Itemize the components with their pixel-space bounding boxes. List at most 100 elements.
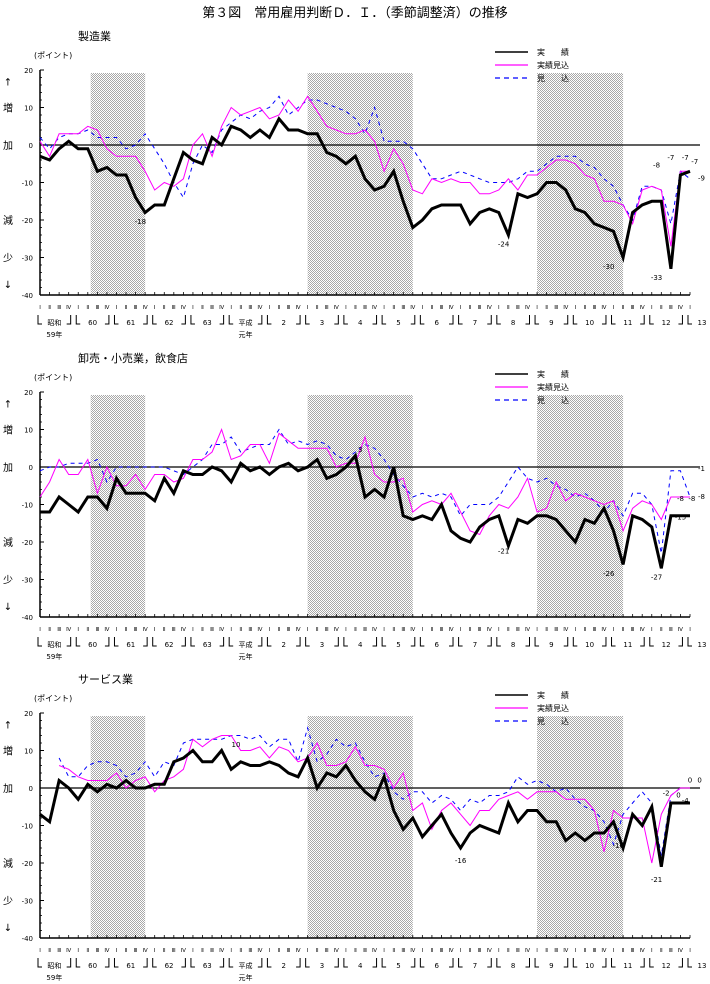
x-quarter-label: Ⅰ (116, 948, 118, 954)
x-year-label: 8 (511, 641, 515, 649)
year-bracket (228, 315, 263, 325)
x-quarter-label: Ⅱ (507, 305, 510, 311)
y-axis-unit: (ポイント) (34, 694, 72, 703)
year-bracket (496, 958, 530, 968)
x-quarter-label: Ⅲ (95, 627, 99, 633)
year-bracket (190, 637, 225, 647)
year-bracket (496, 637, 530, 647)
x-quarter-label: Ⅳ (487, 627, 493, 633)
year-bracket (458, 637, 492, 647)
x-quarter-label: Ⅰ (498, 627, 500, 633)
year-bracket (343, 637, 378, 647)
x-quarter-label: Ⅳ (372, 627, 378, 633)
x-year-label: 7 (473, 962, 477, 970)
x-year-label: 4 (358, 962, 363, 970)
x-quarter-label: Ⅲ (95, 305, 99, 311)
x-quarter-label: Ⅲ (363, 305, 367, 311)
x-year-sublabel: 59年 (46, 330, 62, 339)
x-quarter-label: Ⅰ (307, 948, 309, 954)
x-quarter-label: Ⅱ (507, 948, 510, 954)
x-quarter-label: Ⅰ (498, 948, 500, 954)
y-axis-unit: (ポイント) (34, 51, 72, 60)
x-quarter-label: Ⅲ (669, 627, 673, 633)
year-bracket (343, 315, 378, 325)
y-tick-label: 10 (24, 748, 33, 756)
x-quarter-label: Ⅲ (478, 305, 482, 311)
x-year-label: 3 (320, 962, 324, 970)
x-quarter-label: Ⅲ (516, 305, 520, 311)
x-quarter-label: Ⅳ (257, 627, 263, 633)
y-tick-label: -30 (22, 577, 33, 585)
x-quarter-label: Ⅳ (257, 305, 263, 311)
y-tick-label: 0 (29, 464, 33, 472)
y-tick-label: -40 (22, 614, 33, 622)
y-tick-label: 20 (24, 389, 33, 397)
data-label: -33 (651, 274, 662, 282)
year-bracket (419, 637, 454, 647)
x-quarter-label: Ⅳ (104, 948, 110, 954)
x-quarter-label: Ⅰ (77, 627, 79, 633)
x-quarter-label: Ⅰ (39, 627, 41, 633)
y-side-label: 減 (3, 536, 13, 549)
x-quarter-label: Ⅲ (172, 948, 176, 954)
x-year-label: 13 (698, 641, 707, 649)
x-quarter-label: Ⅳ (66, 948, 72, 954)
x-quarter-label: Ⅰ (689, 627, 691, 633)
x-quarter-label: Ⅳ (487, 305, 493, 311)
x-quarter-label: Ⅲ (669, 305, 673, 311)
x-quarter-label: Ⅳ (143, 627, 149, 633)
x-quarter-label: Ⅱ (431, 305, 434, 311)
y-tick-label: -30 (22, 898, 33, 906)
x-quarter-label: Ⅲ (95, 948, 99, 954)
y-tick-label: 20 (24, 67, 33, 75)
y-tick-label: -20 (22, 539, 33, 547)
x-year-label: 62 (165, 319, 174, 327)
x-year-label: 60 (88, 962, 97, 970)
x-quarter-label: Ⅳ (487, 948, 493, 954)
x-quarter-label: Ⅲ (593, 305, 597, 311)
year-bracket (458, 958, 492, 968)
legend-label: 実 績 (537, 47, 569, 57)
x-quarter-label: Ⅱ (48, 305, 51, 311)
x-quarter-label: Ⅲ (210, 627, 214, 633)
year-bracket (343, 958, 378, 968)
x-year-label: 7 (473, 319, 477, 327)
x-quarter-label: Ⅱ (125, 948, 128, 954)
year-bracket (611, 958, 645, 968)
x-quarter-label: Ⅳ (334, 627, 340, 633)
year-bracket (534, 958, 569, 968)
y-side-label: ↓ (4, 602, 12, 613)
x-quarter-label: Ⅲ (516, 627, 520, 633)
x-quarter-label: Ⅲ (210, 948, 214, 954)
x-quarter-label: Ⅰ (574, 627, 576, 633)
x-quarter-label: Ⅰ (307, 305, 309, 311)
x-quarter-label: Ⅱ (392, 948, 395, 954)
x-year-label: 3 (320, 641, 324, 649)
x-quarter-label: Ⅳ (219, 627, 225, 633)
x-quarter-label: Ⅲ (325, 627, 329, 633)
x-quarter-label: Ⅲ (440, 305, 444, 311)
x-quarter-label: Ⅳ (181, 627, 187, 633)
x-quarter-label: Ⅲ (287, 948, 291, 954)
x-year-label: 9 (549, 962, 553, 970)
x-year-label: 2 (282, 319, 286, 327)
x-quarter-label: Ⅰ (192, 305, 194, 311)
x-quarter-label: Ⅰ (230, 627, 232, 633)
x-quarter-label: Ⅳ (334, 948, 340, 954)
x-quarter-label: Ⅱ (278, 948, 281, 954)
y-side-label: 少 (3, 253, 13, 265)
year-bracket (496, 315, 530, 325)
x-year-label: 4 (358, 319, 363, 327)
year-bracket (305, 315, 339, 325)
x-quarter-label: Ⅳ (448, 948, 454, 954)
x-quarter-label: Ⅳ (372, 305, 378, 311)
legend-label: 見 込 (537, 396, 569, 405)
y-tick-label: -20 (22, 860, 33, 868)
year-bracket (534, 637, 569, 647)
x-year-label: 2 (282, 962, 286, 970)
x-year-label: 平成 (239, 640, 253, 649)
chart-title: サービス業 (78, 673, 133, 686)
x-quarter-label: Ⅰ (689, 948, 691, 954)
x-quarter-label: Ⅲ (478, 948, 482, 954)
